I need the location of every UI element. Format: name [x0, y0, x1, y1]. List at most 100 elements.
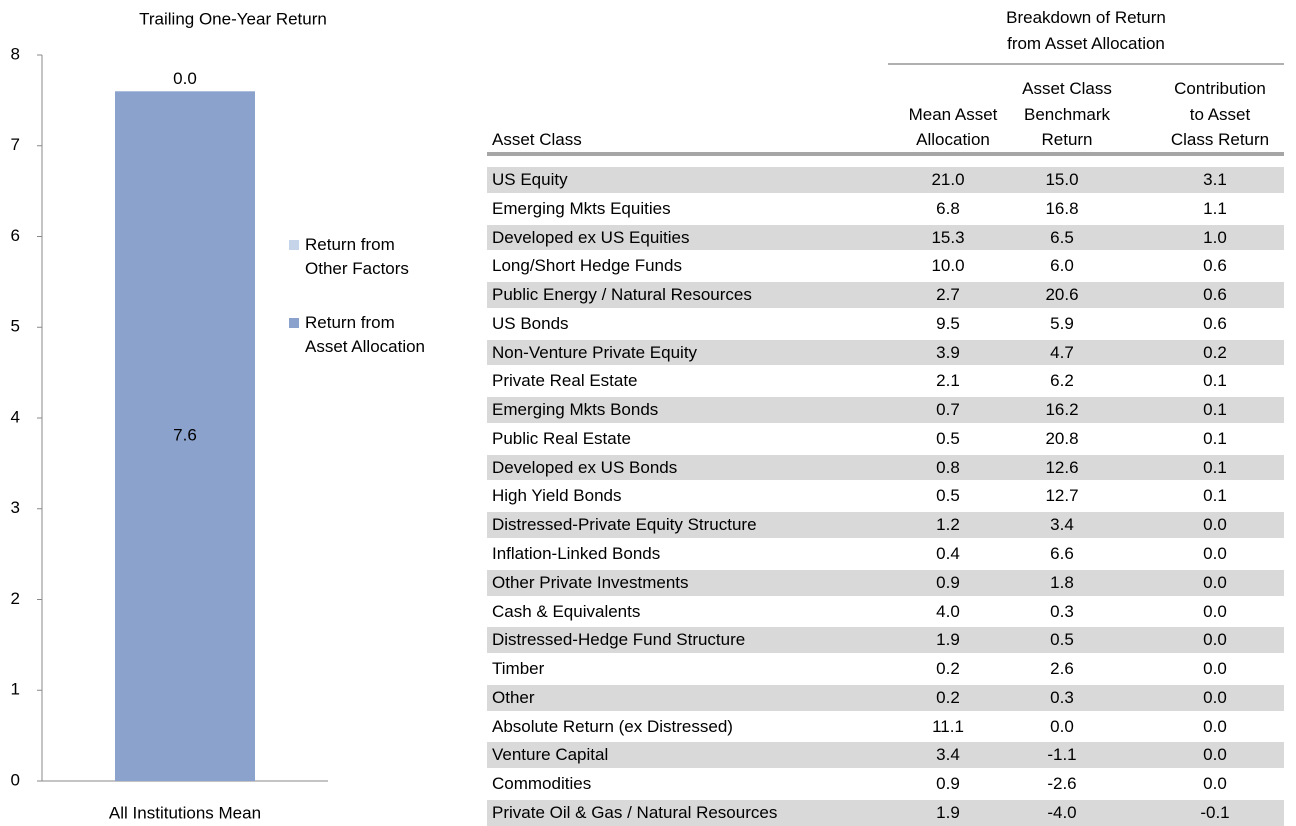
cell-value: 0.7 — [936, 400, 960, 420]
cell-value: 0.2 — [1203, 342, 1227, 362]
data-label: 0.0 — [173, 69, 197, 88]
cell-value: 1.1 — [1203, 198, 1227, 218]
cell-value: 0.0 — [1203, 544, 1227, 563]
column-header: Asset Class — [492, 130, 582, 149]
row-band — [487, 454, 1284, 481]
column-header: Asset Class — [1022, 79, 1112, 98]
cell-value: 2.7 — [936, 285, 960, 305]
row-label: Emerging Mkts Equities — [492, 198, 671, 218]
cell-value: 0.0 — [1203, 630, 1227, 650]
column-header: Benchmark — [1024, 104, 1110, 124]
cell-value: 0.5 — [936, 428, 960, 448]
cell-value: -1.1 — [1047, 745, 1077, 765]
column-header: Allocation — [916, 130, 990, 149]
cell-value: 12.7 — [1045, 486, 1079, 506]
cell-value: -4.0 — [1047, 802, 1077, 822]
cell-value: 3.4 — [936, 745, 960, 765]
column-header: to Asset — [1189, 104, 1251, 124]
cell-value: 6.5 — [1050, 227, 1074, 247]
cell-value: 0.0 — [1203, 572, 1227, 592]
cell-value: 0.9 — [936, 774, 960, 794]
cell-value: 0.9 — [936, 572, 960, 592]
row-label: Private Oil & Gas / Natural Resources — [492, 802, 778, 822]
cell-value: 0.5 — [1050, 630, 1074, 650]
column-header: Mean Asset — [908, 104, 998, 124]
cell-value: 21.0 — [931, 170, 965, 189]
y-tick-label: 8 — [11, 44, 20, 63]
cell-value: 0.2 — [936, 659, 960, 679]
row-band — [487, 684, 1284, 711]
cell-value: 0.1 — [1203, 428, 1227, 448]
y-tick-label: 3 — [11, 498, 20, 517]
cell-value: 6.8 — [936, 198, 960, 218]
row-label: Long/Short Hedge Funds — [492, 256, 682, 276]
cell-value: 3.1 — [1203, 170, 1227, 189]
column-header: Return — [1041, 130, 1093, 149]
bar-segment — [115, 91, 255, 782]
row-band — [487, 224, 1284, 251]
legend-swatch — [289, 318, 299, 328]
row-label: High Yield Bonds — [492, 486, 622, 506]
row-label: US Bonds — [492, 313, 569, 333]
cell-value: 12.6 — [1045, 457, 1079, 477]
cell-value: 9.5 — [936, 313, 960, 333]
y-tick-label: 1 — [11, 680, 20, 699]
cell-value: 0.6 — [1203, 313, 1227, 333]
row-label: Developed ex US Bonds — [492, 457, 678, 477]
y-tick-label: 4 — [11, 407, 20, 426]
cell-value: 0.1 — [1203, 400, 1227, 420]
cell-value: 0.4 — [936, 544, 960, 563]
cell-value: 1.2 — [936, 515, 960, 535]
row-label: Emerging Mkts Bonds — [492, 400, 659, 420]
chart-title: Trailing One-Year Return — [139, 9, 327, 28]
cell-value: 3.9 — [936, 342, 960, 362]
cell-value: 1.9 — [936, 802, 960, 822]
row-label: Other Private Investments — [492, 572, 689, 592]
row-label: Developed ex US Equities — [492, 227, 690, 247]
cell-value: 0.6 — [1203, 285, 1227, 305]
row-band — [487, 397, 1284, 423]
row-label: Distressed-Private Equity Structure — [492, 515, 757, 535]
legend-swatch — [289, 240, 299, 250]
group-header: Breakdown of Return — [1006, 8, 1166, 27]
cell-value: 3.4 — [1050, 515, 1074, 535]
group-rule — [888, 63, 1284, 65]
y-tick-label: 2 — [11, 589, 20, 608]
cell-value: 1.9 — [936, 630, 960, 650]
row-label: Inflation-Linked Bonds — [492, 544, 661, 563]
header-rule — [487, 152, 1284, 156]
cell-value: 0.3 — [1050, 687, 1074, 707]
cell-value: 15.3 — [931, 227, 965, 247]
cell-value: 0.5 — [936, 486, 960, 506]
cell-value: 2.6 — [1050, 659, 1074, 679]
cell-value: 0.6 — [1203, 256, 1227, 276]
cell-value: 0.1 — [1203, 457, 1227, 477]
cell-value: 0.0 — [1203, 774, 1227, 794]
cell-value: 16.2 — [1045, 400, 1079, 420]
row-band — [487, 282, 1284, 308]
x-tick-label: All Institutions Mean — [109, 803, 261, 822]
group-header: from Asset Allocation — [1007, 34, 1165, 53]
cell-value: 6.6 — [1050, 544, 1074, 563]
row-label: Non-Venture Private Equity — [492, 342, 698, 362]
cell-value: 0.0 — [1203, 716, 1227, 736]
row-band — [487, 512, 1284, 538]
cell-value: 6.0 — [1050, 256, 1074, 276]
cell-value: 5.9 — [1050, 313, 1074, 333]
row-band — [487, 627, 1284, 654]
cell-value: 6.2 — [1050, 371, 1074, 391]
cell-value: 1.8 — [1050, 572, 1074, 592]
cell-value: 16.8 — [1045, 198, 1079, 218]
row-label: Distressed-Hedge Fund Structure — [492, 630, 746, 650]
y-tick-label: 7 — [11, 135, 20, 154]
cell-value: 0.2 — [936, 687, 960, 707]
legend-label: Return from Other Factors — [305, 235, 409, 278]
cell-value: 0.3 — [1050, 601, 1074, 621]
row-label: Cash & Equivalents — [492, 601, 641, 621]
row-band — [487, 569, 1284, 596]
cell-value: 0.0 — [1203, 659, 1227, 679]
row-label: Other — [492, 687, 535, 707]
cell-value: 4.7 — [1050, 342, 1074, 362]
